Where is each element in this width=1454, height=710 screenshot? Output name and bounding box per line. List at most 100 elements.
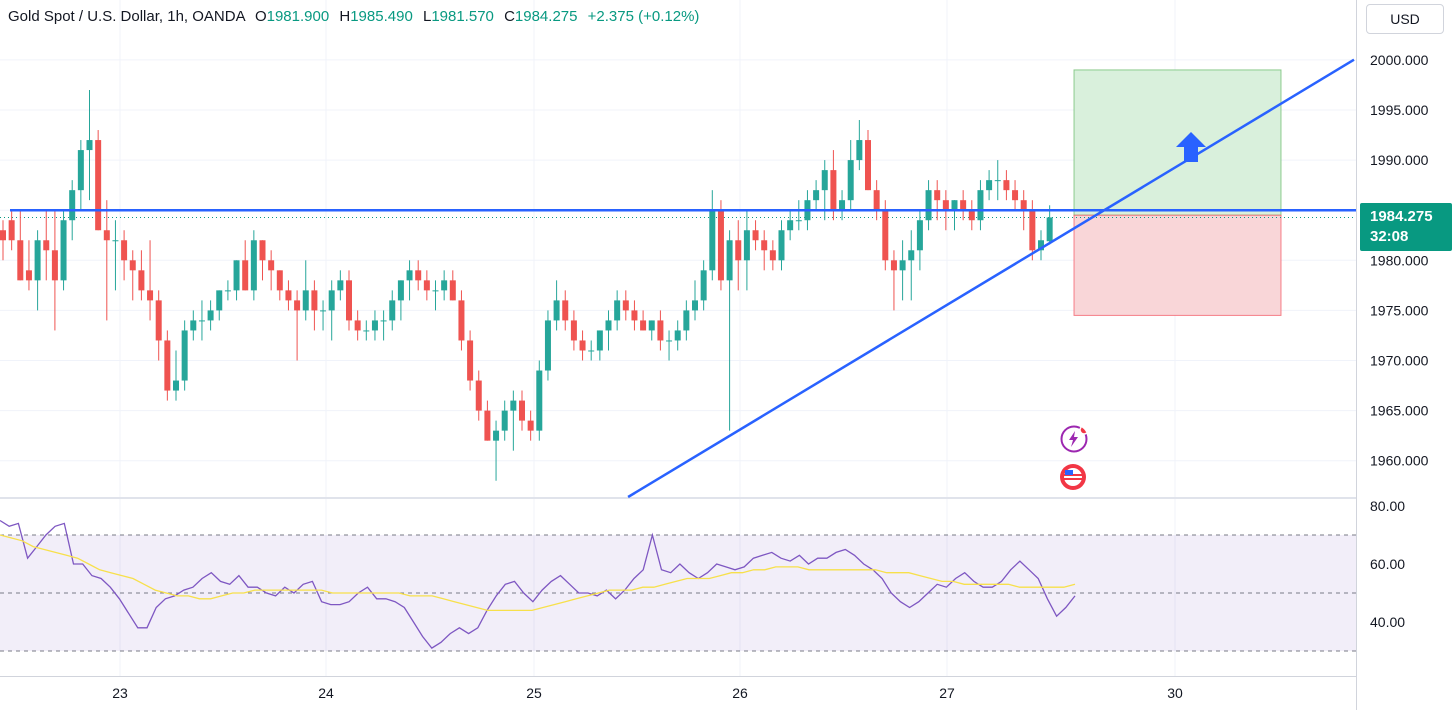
candle-body <box>198 320 205 322</box>
candle <box>666 330 673 361</box>
candle-body <box>389 300 396 321</box>
candle-body <box>536 370 543 431</box>
candle-body <box>441 280 448 291</box>
candle <box>441 270 448 301</box>
rsi-axis-label: 40.00 <box>1370 614 1405 630</box>
time-axis-label: 26 <box>732 685 748 701</box>
candle <box>778 220 785 271</box>
last-price-tag: 1984.275 32:08 <box>1360 203 1452 251</box>
chart-legend: Gold Spot / U.S. Dollar, 1h, OANDA O1981… <box>8 8 699 25</box>
candle <box>164 330 171 401</box>
candle-body <box>510 400 517 411</box>
rsi-line <box>0 519 1076 649</box>
candle-body <box>337 280 344 291</box>
candle-body <box>346 280 352 321</box>
candle-body <box>449 280 456 301</box>
candle-body <box>155 300 162 341</box>
currency-button[interactable]: USD <box>1366 4 1444 34</box>
candle <box>415 260 422 291</box>
candle <box>60 210 67 291</box>
candle-body <box>934 190 941 201</box>
candle-body <box>1029 210 1036 251</box>
candle <box>311 280 318 331</box>
candle-body <box>631 310 638 321</box>
candle <box>536 360 543 441</box>
candle <box>968 200 975 231</box>
candle <box>916 210 923 271</box>
candle <box>43 210 50 281</box>
candle <box>813 180 820 211</box>
candle <box>103 200 110 321</box>
candle-body <box>164 340 171 391</box>
candle-body <box>467 340 474 381</box>
candle <box>570 310 577 351</box>
candle-body <box>873 190 880 211</box>
candle <box>986 170 993 201</box>
candle-body <box>43 240 50 251</box>
candle-body <box>320 310 327 312</box>
price-axis-label: 2000.000 <box>1370 52 1429 68</box>
candle <box>380 310 387 341</box>
candle-body <box>856 140 863 161</box>
candle-body <box>354 320 361 331</box>
candle-body <box>925 190 932 221</box>
time-axis-label: 23 <box>112 685 128 701</box>
candle-body <box>544 320 551 371</box>
candle-body <box>769 250 776 261</box>
candle-body <box>700 270 707 301</box>
candle <box>129 250 136 301</box>
candle-body <box>103 230 110 241</box>
candle <box>25 240 32 291</box>
candle <box>216 290 223 321</box>
candle-body <box>302 290 309 311</box>
candle-body <box>778 230 785 261</box>
candle-body <box>640 320 647 331</box>
us-flag-event-icon[interactable] <box>1059 463 1087 491</box>
candle <box>1046 205 1053 245</box>
candle-body <box>553 300 560 321</box>
candle <box>259 240 266 281</box>
candle-body <box>501 410 508 431</box>
candle <box>34 230 41 311</box>
close-label: C <box>504 8 515 25</box>
candle <box>951 200 958 231</box>
candle <box>250 230 257 301</box>
candle <box>683 300 690 341</box>
candle-body <box>328 290 335 311</box>
candle-body <box>865 140 871 191</box>
candle <box>173 350 179 401</box>
candle <box>285 280 292 311</box>
candle-body <box>908 250 915 261</box>
candle <box>224 280 231 301</box>
candle-body <box>916 220 923 251</box>
symbol-title: Gold Spot / U.S. Dollar, 1h, OANDA <box>8 8 245 25</box>
candle <box>1012 180 1019 211</box>
close-value: 1984.275 <box>514 8 578 25</box>
candle-body <box>614 300 621 321</box>
lightning-event-icon[interactable] <box>1060 425 1088 453</box>
candle-body <box>484 410 491 441</box>
candle-body <box>570 320 577 341</box>
candle-body <box>423 280 430 291</box>
candle-body <box>821 170 828 191</box>
candle <box>363 320 370 341</box>
candle-body <box>311 290 318 311</box>
candle-body <box>519 400 525 421</box>
candle-body <box>787 220 794 231</box>
candle <box>700 260 707 311</box>
candle <box>726 230 733 431</box>
candle-body <box>112 240 119 242</box>
candle <box>147 240 154 321</box>
candle <box>865 130 871 191</box>
candle <box>510 390 517 451</box>
candle <box>432 280 439 311</box>
candle <box>839 190 846 221</box>
candle <box>544 310 551 381</box>
candle-body <box>1038 240 1044 251</box>
candle-body <box>285 290 292 301</box>
change-value: +2.375 (+0.12%) <box>587 8 700 25</box>
candle-body <box>882 210 889 261</box>
candle-body <box>761 240 768 251</box>
candle <box>302 260 309 321</box>
